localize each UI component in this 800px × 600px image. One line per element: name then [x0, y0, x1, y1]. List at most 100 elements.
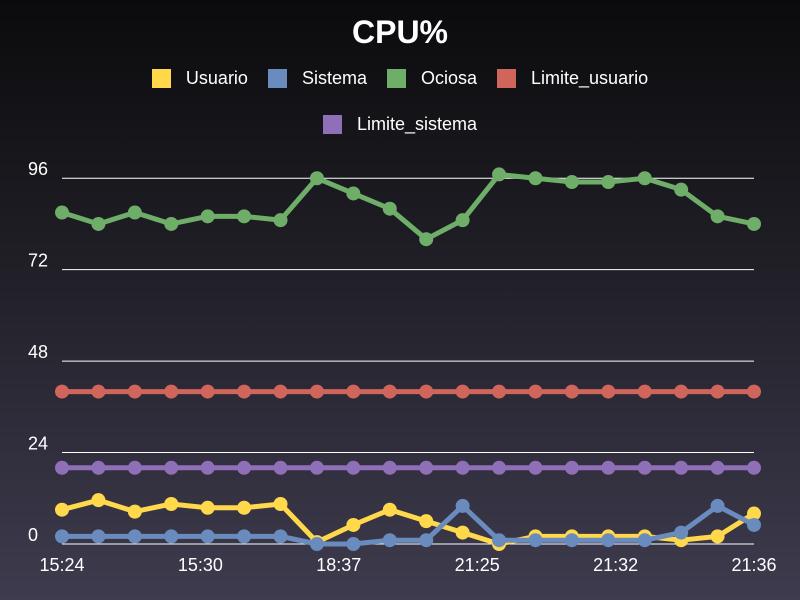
legend-item-ociosa[interactable]: Ociosa	[386, 66, 478, 90]
data-point[interactable]	[55, 384, 69, 399]
data-point[interactable]	[200, 209, 215, 224]
legend-label-ociosa: Ociosa	[420, 67, 478, 88]
data-point[interactable]	[164, 460, 179, 475]
data-point[interactable]	[564, 384, 579, 399]
data-point[interactable]	[710, 529, 725, 544]
data-point[interactable]	[455, 498, 470, 513]
data-point[interactable]	[55, 205, 69, 220]
data-point[interactable]	[200, 529, 215, 544]
data-point[interactable]	[637, 533, 652, 548]
legend-item-sistema[interactable]: Sistema	[267, 66, 367, 90]
data-point[interactable]	[237, 460, 252, 475]
data-point[interactable]	[164, 216, 179, 231]
data-point[interactable]	[273, 529, 288, 544]
data-point[interactable]	[710, 384, 725, 399]
data-point[interactable]	[564, 533, 579, 548]
data-point[interactable]	[492, 533, 507, 548]
data-point[interactable]	[237, 500, 252, 515]
data-point[interactable]	[55, 460, 69, 475]
data-point[interactable]	[273, 496, 288, 511]
data-point[interactable]	[455, 213, 470, 228]
data-point[interactable]	[419, 384, 434, 399]
data-point[interactable]	[528, 460, 543, 475]
data-point[interactable]	[710, 209, 725, 224]
data-point[interactable]	[200, 384, 215, 399]
data-point[interactable]	[91, 529, 106, 544]
data-point[interactable]	[492, 460, 507, 475]
data-point[interactable]	[346, 384, 361, 399]
data-point[interactable]	[674, 182, 689, 197]
legend-item-usuario[interactable]: Usuario	[151, 66, 248, 90]
data-point[interactable]	[419, 533, 434, 548]
data-point[interactable]	[346, 537, 361, 551]
data-point[interactable]	[601, 533, 616, 548]
data-point[interactable]	[127, 460, 142, 475]
data-point[interactable]	[309, 384, 324, 399]
data-point[interactable]	[164, 384, 179, 399]
data-point[interactable]	[91, 384, 106, 399]
data-point[interactable]	[127, 384, 142, 399]
data-point[interactable]	[346, 517, 361, 532]
data-point[interactable]	[601, 175, 616, 190]
data-point[interactable]	[637, 171, 652, 186]
data-point[interactable]	[419, 460, 434, 475]
data-point[interactable]	[382, 384, 397, 399]
data-point[interactable]	[528, 171, 543, 186]
data-point[interactable]	[492, 384, 507, 399]
data-point[interactable]	[455, 384, 470, 399]
data-point[interactable]	[309, 537, 324, 551]
data-point[interactable]	[382, 533, 397, 548]
data-point[interactable]	[455, 525, 470, 540]
data-point[interactable]	[382, 502, 397, 517]
data-point[interactable]	[492, 167, 507, 182]
data-point[interactable]	[637, 384, 652, 399]
data-point[interactable]	[91, 460, 106, 475]
data-point[interactable]	[419, 232, 434, 247]
data-point[interactable]	[528, 384, 543, 399]
data-point[interactable]	[747, 216, 761, 231]
data-point[interactable]	[601, 384, 616, 399]
data-point[interactable]	[747, 460, 761, 475]
data-point[interactable]	[127, 504, 142, 519]
data-point[interactable]	[637, 460, 652, 475]
data-point[interactable]	[674, 460, 689, 475]
data-point[interactable]	[382, 460, 397, 475]
data-point[interactable]	[309, 460, 324, 475]
data-point[interactable]	[382, 201, 397, 216]
data-point[interactable]	[674, 384, 689, 399]
data-point[interactable]	[674, 525, 689, 540]
data-point[interactable]	[564, 175, 579, 190]
legend-item-limite-usuario[interactable]: Limite_usuario	[497, 66, 648, 90]
data-point[interactable]	[127, 529, 142, 544]
data-point[interactable]	[346, 186, 361, 201]
data-point[interactable]	[237, 529, 252, 544]
data-point[interactable]	[127, 205, 142, 220]
data-point[interactable]	[200, 500, 215, 515]
data-point[interactable]	[91, 493, 106, 508]
data-point[interactable]	[747, 384, 761, 399]
data-point[interactable]	[346, 460, 361, 475]
data-point[interactable]	[309, 171, 324, 186]
data-point[interactable]	[747, 506, 761, 521]
data-point[interactable]	[55, 529, 69, 544]
data-point[interactable]	[528, 533, 543, 548]
data-point[interactable]	[419, 514, 434, 529]
data-point[interactable]	[200, 460, 215, 475]
data-point[interactable]	[273, 384, 288, 399]
series-line	[59, 171, 757, 242]
data-point[interactable]	[164, 529, 179, 544]
data-point[interactable]	[710, 498, 725, 513]
data-point[interactable]	[237, 209, 252, 224]
data-point[interactable]	[601, 460, 616, 475]
data-point[interactable]	[747, 517, 761, 532]
data-point[interactable]	[91, 216, 106, 231]
data-point[interactable]	[273, 460, 288, 475]
data-point[interactable]	[55, 502, 69, 517]
data-point[interactable]	[164, 496, 179, 511]
data-point[interactable]	[564, 460, 579, 475]
data-point[interactable]	[710, 460, 725, 475]
data-point[interactable]	[455, 460, 470, 475]
data-point[interactable]	[237, 384, 252, 399]
data-point[interactable]	[273, 213, 288, 228]
legend-item-limite-sistema[interactable]: Limite_sistema	[322, 112, 477, 136]
